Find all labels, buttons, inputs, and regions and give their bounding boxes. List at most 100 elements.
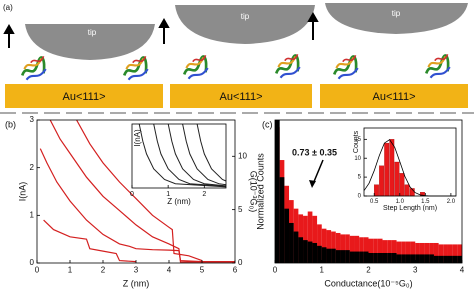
line <box>153 123 227 187</box>
tip-label: tip <box>88 28 97 37</box>
histogram-bar <box>404 184 410 197</box>
histogram-bar <box>359 237 364 263</box>
histogram-bar <box>354 235 360 263</box>
histogram-bar <box>312 215 318 263</box>
substrate <box>5 84 163 108</box>
x-tick-label: 2 <box>366 265 371 274</box>
histogram-bar <box>405 241 411 263</box>
histogram-bar <box>389 139 395 197</box>
histogram-bar <box>443 244 448 263</box>
histogram-bar <box>374 184 379 197</box>
x-tick-label: 1 <box>68 265 73 274</box>
tip-label: tip <box>241 12 250 21</box>
panel-label: (c) <box>262 119 273 129</box>
histogram-bar <box>317 224 322 263</box>
histogram-bar <box>377 238 383 263</box>
substrate-label: Au<111> <box>219 91 262 103</box>
plot-frame <box>363 127 457 197</box>
histogram-bar <box>349 251 355 263</box>
histogram-bar <box>307 211 313 263</box>
histogram-bar <box>438 255 444 263</box>
annotation-arrow <box>312 159 324 185</box>
line <box>138 123 227 188</box>
histogram-bar <box>317 245 322 263</box>
histogram-bar <box>377 252 383 263</box>
y-tick-label: 0 <box>30 258 35 267</box>
histogram-bar <box>438 244 444 263</box>
x-tick-label: 3 <box>413 265 418 274</box>
x-tick-label: 3 <box>134 265 139 274</box>
histogram-bar <box>387 240 392 263</box>
histogram-bar <box>410 254 416 263</box>
histogram-bar <box>424 254 430 263</box>
histogram-bar <box>452 244 458 263</box>
x-axis-label: Conductance(10⁻⁵G₀) <box>324 278 412 288</box>
x-tick-label: 2 <box>101 265 106 274</box>
histogram-bar <box>401 241 406 263</box>
line <box>43 219 137 263</box>
histogram-bar <box>340 234 346 263</box>
x-tick-label: 6 <box>233 265 238 274</box>
x-tick-label: 0 <box>130 191 134 198</box>
x-tick-label: 4 <box>460 265 465 274</box>
substrate-label: Au<111> <box>62 91 105 103</box>
histogram-bar <box>331 248 336 263</box>
substrate <box>170 84 312 108</box>
histogram-bar <box>394 161 400 197</box>
y-tick-label: 15 <box>354 137 361 143</box>
histogram-bar <box>387 252 392 263</box>
histogram-bar <box>419 254 425 263</box>
histogram-bar <box>326 230 332 263</box>
histogram-bar <box>312 242 318 263</box>
y2-tick-label: 10 <box>238 151 247 160</box>
inset-bg <box>132 124 226 188</box>
histogram-bar <box>382 252 388 263</box>
y2-tick-label: 5 <box>238 205 243 214</box>
histogram-bar <box>396 254 402 263</box>
x-tick-label: 0.5 <box>370 199 379 205</box>
histogram-bar <box>433 255 439 263</box>
histogram-bar <box>354 251 360 263</box>
histogram-bar <box>429 254 434 263</box>
histogram-bar <box>345 250 350 263</box>
line <box>182 123 227 186</box>
histogram-bar <box>368 252 374 263</box>
panel-label: (b) <box>5 119 16 129</box>
histogram-bar <box>303 215 308 263</box>
line <box>167 123 227 187</box>
histogram-bar <box>391 252 397 263</box>
histogram-bar <box>447 255 453 263</box>
histogram-bar <box>424 242 430 263</box>
histogram-bar <box>457 244 462 263</box>
histogram-bar <box>321 228 327 263</box>
histogram-bar <box>410 241 416 263</box>
histogram-bar <box>443 255 448 263</box>
y-tick-label: 10 <box>354 156 361 162</box>
histogram-bar <box>433 242 439 263</box>
y-tick-label: 2 <box>30 163 35 172</box>
plot-frame <box>131 123 227 189</box>
histogram-bar <box>279 177 285 263</box>
histogram-bar <box>321 247 327 263</box>
histogram-bar <box>415 254 420 263</box>
histogram-bar <box>452 255 458 263</box>
x-tick-label: 2 <box>202 191 206 198</box>
histogram-bar <box>368 238 374 263</box>
x-tick-label: 0 <box>273 265 278 274</box>
histogram-bar <box>401 254 406 263</box>
histogram-bar <box>326 248 332 263</box>
line <box>49 119 235 263</box>
histogram-bar <box>303 240 308 263</box>
histogram-bar <box>396 241 402 263</box>
histogram-bar <box>457 255 462 263</box>
tip <box>325 3 468 34</box>
histogram-bar <box>447 244 453 263</box>
histogram-bar <box>363 251 369 263</box>
histogram-bar <box>293 231 299 263</box>
histogram-bar <box>379 165 384 197</box>
tip <box>175 5 315 44</box>
y-tick-label: 0 <box>358 194 362 200</box>
y-axis-label: I(nA) <box>17 182 27 202</box>
